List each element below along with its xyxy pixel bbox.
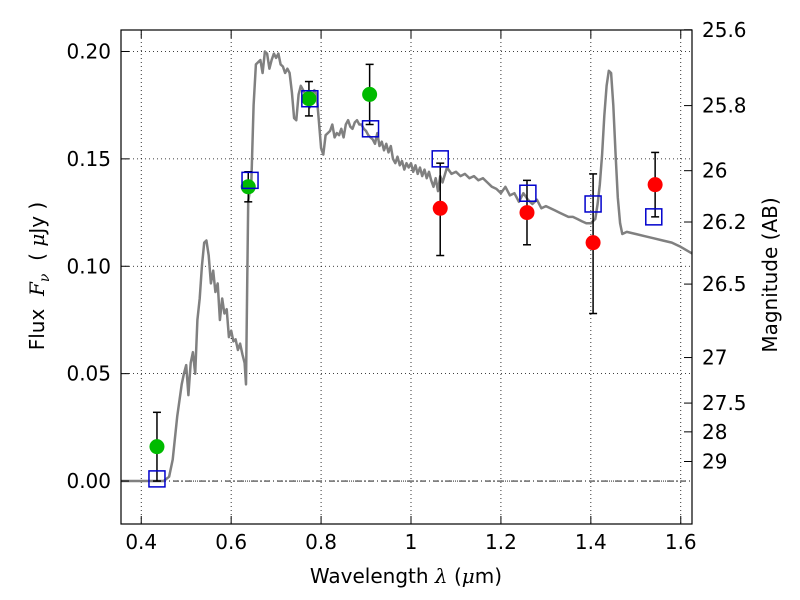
x-tick-label: 0.6 xyxy=(215,530,247,554)
y2-tick-label: 25.8 xyxy=(702,94,747,118)
x-axis-label-unit-open: ( xyxy=(454,564,462,588)
model-spectrum xyxy=(121,50,693,483)
photometry-point xyxy=(432,200,448,216)
x-axis-label-unit-mu: μ xyxy=(462,564,475,588)
model-flux-square xyxy=(519,184,537,202)
photometry-point xyxy=(149,439,165,455)
x-axis-label-symbol: λ xyxy=(434,564,448,588)
model-flux-square xyxy=(148,470,166,488)
photometry-point xyxy=(362,86,378,102)
x-axis-label: Wavelength λ (μm) xyxy=(310,564,502,588)
axis-ticks: 0.4 0.6 0.8 1 1.2 1.4 1.6 0.00 0.05 0.10 0.15 0.20 2… xyxy=(66,18,746,554)
y-axis-label-symbol: F xyxy=(25,281,49,297)
photometry-point xyxy=(301,91,317,107)
model-flux-square xyxy=(361,120,380,138)
y2-tick-label: 26.2 xyxy=(702,210,747,234)
y2-tick-label: 26 xyxy=(702,159,727,183)
x-tick-label: 0.4 xyxy=(125,530,157,554)
x-tick-label: 1 xyxy=(405,530,418,554)
y2-tick-label: 27.5 xyxy=(702,391,747,415)
photometry-point xyxy=(519,205,535,221)
model-flux-square xyxy=(431,150,449,168)
y-axis-label: Flux Fν ( μJy ) xyxy=(25,202,53,351)
y2-tick-label: 25.6 xyxy=(702,18,747,42)
x-axis-label-unit-rest: m) xyxy=(475,564,502,588)
y-tick-label: 0.20 xyxy=(66,39,111,63)
y-tick-label: 0.15 xyxy=(66,147,111,171)
model-flux-square xyxy=(645,208,663,226)
y-axis-label-unit-mu: μ xyxy=(25,234,49,247)
photometry-point xyxy=(647,177,663,193)
y-axis-label-unit-open: ( xyxy=(25,253,49,261)
y2-tick-label: 27 xyxy=(702,346,727,370)
y2-axis-label: Magnitude (AB) xyxy=(758,197,782,352)
y-tick-label: 0.00 xyxy=(66,469,111,493)
model-flux-square xyxy=(301,89,319,108)
grid-lines xyxy=(121,30,692,524)
x-tick-label: 1.4 xyxy=(575,530,607,554)
spectrum-line xyxy=(121,50,693,483)
y2-tick-label: 28 xyxy=(702,420,727,444)
photometry-point xyxy=(585,235,601,251)
y-axis-label-subscript: ν xyxy=(37,273,53,282)
x-tick-label: 1.6 xyxy=(665,530,697,554)
y2-tick-label: 26.5 xyxy=(702,272,747,296)
y-tick-label: 0.05 xyxy=(66,362,111,386)
x-tick-label: 0.8 xyxy=(305,530,337,554)
x-tick-label: 1.2 xyxy=(485,530,517,554)
data-markers xyxy=(148,86,663,488)
photometry-point xyxy=(240,179,256,195)
x-axis-label-text: Wavelength xyxy=(310,564,429,588)
y2-tick-label: 29 xyxy=(702,449,727,473)
y-axis-label-text: Flux xyxy=(25,309,49,351)
y-axis-label-unit-rest: Jy ) xyxy=(25,202,49,236)
model-flux-square xyxy=(241,171,259,190)
y-tick-label: 0.10 xyxy=(66,254,111,278)
model-flux-square xyxy=(584,195,602,213)
plot-frame xyxy=(120,29,693,525)
